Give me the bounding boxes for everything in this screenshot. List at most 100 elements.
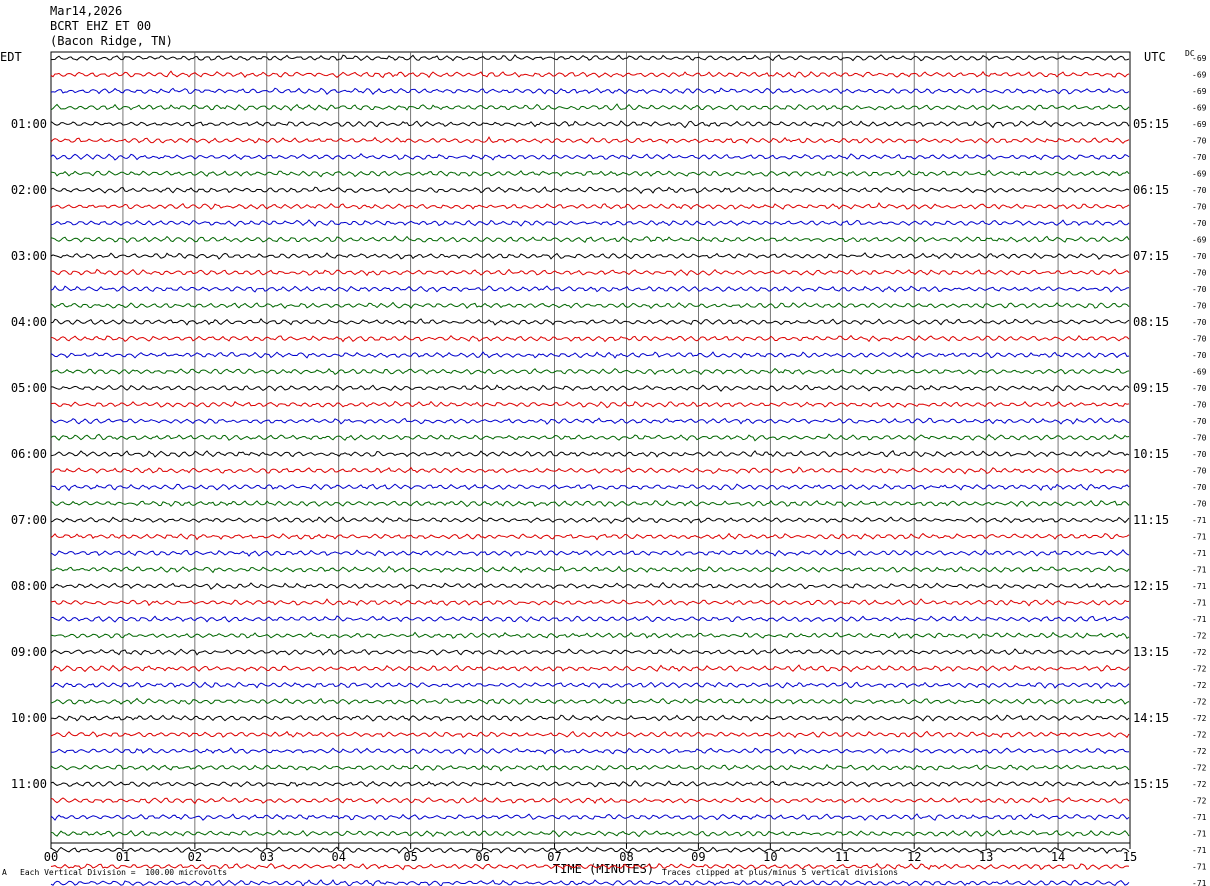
dc-offset-label: -70: [1192, 417, 1207, 426]
dc-offset-label: -71: [1192, 516, 1207, 525]
trace-line: [50, 500, 1130, 508]
x-tick-label: 06: [475, 850, 489, 864]
dc-offset-label: -70: [1192, 219, 1207, 228]
dc-offset-label: -69: [1192, 236, 1207, 245]
dc-offset-label: -69: [1192, 104, 1207, 113]
trace-line: [50, 367, 1130, 376]
dc-offset-label: -71: [1192, 549, 1207, 558]
x-tick-label: 07: [547, 850, 561, 864]
trace-line: [50, 565, 1130, 574]
trace-line: [50, 581, 1130, 590]
left-hour-label: 01:00: [11, 117, 47, 131]
dc-offset-label: -70: [1192, 137, 1207, 146]
x-tick-label: 13: [979, 850, 993, 864]
trace-line: [50, 87, 1130, 95]
dc-offset-label: -70: [1192, 153, 1207, 162]
dc-offset-label: -71: [1192, 830, 1207, 839]
trace-line: [50, 598, 1130, 607]
dc-offset-label: -70: [1192, 384, 1207, 393]
trace-line: [50, 664, 1130, 673]
dc-offset-label: -70: [1192, 186, 1207, 195]
right-hour-label: 07:15: [1133, 249, 1169, 263]
dc-offset-label: -70: [1192, 203, 1207, 212]
dc-offset-label: -69: [1192, 120, 1207, 129]
dc-offset-label: -69: [1192, 71, 1207, 80]
dc-offset-label: -70: [1192, 318, 1207, 327]
right-hour-label: 05:15: [1133, 117, 1169, 131]
dc-offset-label: -69: [1192, 87, 1207, 96]
dc-offset-label: -71: [1192, 566, 1207, 575]
x-axis-title: TIME (MINUTES): [553, 862, 654, 876]
right-hour-label: 13:15: [1133, 645, 1169, 659]
dc-offset-label: -70: [1192, 285, 1207, 294]
dc-offset-label: -71: [1192, 533, 1207, 542]
x-tick-label: 03: [260, 850, 274, 864]
dc-offset-label: -70: [1192, 335, 1207, 344]
dc-offset-label: -72: [1192, 714, 1207, 723]
left-hour-label: 07:00: [11, 513, 47, 527]
dc-offset-label: -72: [1192, 698, 1207, 707]
dc-offset-label: -70: [1192, 351, 1207, 360]
trace-line: [51, 714, 1130, 722]
x-tick-label: 10: [763, 850, 777, 864]
trace-line: [50, 186, 1130, 195]
dc-offset-label: -71: [1192, 615, 1207, 624]
trace-line: [50, 813, 1130, 821]
left-timezone-label: EDT: [0, 50, 22, 64]
trace-line: [50, 747, 1130, 755]
station-location: (Bacon Ridge, TN): [50, 34, 173, 48]
x-tick-label: 01: [116, 850, 130, 864]
x-tick-label: 11: [835, 850, 849, 864]
trace-line: [50, 516, 1130, 525]
x-tick-label: 08: [619, 850, 633, 864]
left-hour-label: 03:00: [11, 249, 47, 263]
x-tick-label: 09: [691, 850, 705, 864]
trace-line: [50, 268, 1130, 277]
x-tick-label: 04: [332, 850, 346, 864]
left-hour-label: 11:00: [11, 777, 47, 791]
trace-line: [50, 235, 1130, 244]
plot-date: Mar14,2026: [50, 4, 123, 18]
dc-offset-label: -70: [1192, 401, 1207, 410]
dc-offset-label: -70: [1192, 302, 1207, 311]
trace-line: [50, 846, 1130, 854]
trace-line: [50, 648, 1130, 656]
trace-line: [50, 730, 1130, 739]
trace-line: [50, 169, 1130, 178]
dc-offset-label: -69: [1192, 368, 1207, 377]
right-hour-label: 14:15: [1133, 711, 1169, 725]
trace-line: [50, 70, 1130, 79]
x-tick-label: 02: [188, 850, 202, 864]
right-hour-label: 08:15: [1133, 315, 1169, 329]
x-tick-label: 14: [1051, 850, 1065, 864]
trace-line: [50, 351, 1130, 359]
dc-offset-label: -72: [1192, 797, 1207, 806]
division-note: Each Vertical Division = 100.00 microvol…: [20, 868, 228, 877]
dc-offset-label: -70: [1192, 467, 1207, 476]
trace-line: [50, 334, 1130, 343]
plot-frame: [50, 51, 1131, 844]
left-hour-label: 08:00: [11, 579, 47, 593]
dc-offset-label: -72: [1192, 764, 1207, 773]
dc-header-label: DC: [1185, 49, 1195, 58]
trace-line: [50, 780, 1130, 788]
trace-line: [50, 631, 1130, 640]
dc-offset-label: -72: [1192, 648, 1207, 657]
trace-line: [50, 153, 1130, 161]
dc-offset-label: -71: [1192, 863, 1207, 872]
dc-offset-label: -70: [1192, 269, 1207, 278]
trace-line: [50, 301, 1130, 310]
corner-mark: A: [2, 868, 7, 877]
trace-line: [51, 466, 1130, 475]
dc-offset-label: -70: [1192, 252, 1207, 261]
dc-offset-label: -72: [1192, 747, 1207, 756]
dc-offset-label: -69: [1192, 170, 1207, 179]
dc-offset-label: -71: [1192, 846, 1207, 855]
dc-offset-label: -72: [1192, 665, 1207, 674]
dc-offset-label: -70: [1192, 450, 1207, 459]
x-tick-label: 05: [403, 850, 417, 864]
x-tick-label: 12: [907, 850, 921, 864]
trace-line: [50, 103, 1130, 112]
left-hour-label: 10:00: [11, 711, 47, 725]
left-hour-label: 05:00: [11, 381, 47, 395]
